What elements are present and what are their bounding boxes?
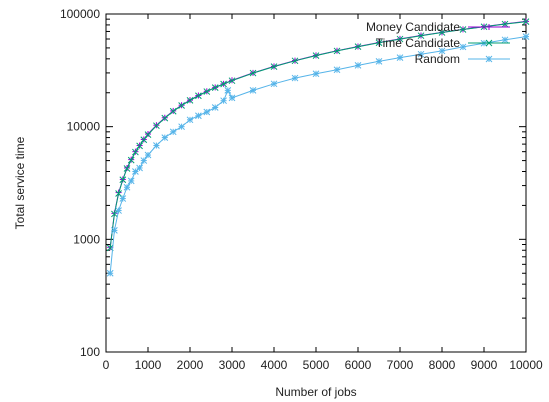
data-point [438,29,446,36]
data-point [522,33,530,40]
data-point [119,195,127,202]
legend-swatch-marker [485,55,493,63]
data-point [438,47,446,55]
data-point [195,112,202,120]
data-point [249,69,257,77]
data-point [522,18,530,26]
data-point [106,269,114,277]
data-point [153,142,160,149]
plot-frame [105,13,527,353]
data-point [111,210,118,218]
data-point [115,190,122,197]
data-point [417,32,425,40]
data-point [333,47,341,55]
data-point [501,36,509,44]
data-point [459,26,467,33]
x-tick-label: 0 [103,358,110,372]
data-point [123,183,131,191]
data-point [291,57,299,65]
data-point [115,207,122,214]
data-point [203,108,211,116]
legend-swatch-marker [486,24,492,30]
series-line [109,21,527,248]
x-tick-label: 7000 [387,358,414,372]
data-point [127,177,135,185]
data-point [178,123,185,131]
data-point [111,227,118,234]
data-point [144,151,152,159]
data-point [224,87,232,94]
data-point [333,66,341,74]
x-tick-label: 6000 [345,358,372,372]
data-point [291,74,299,82]
y-tick-label: 10000 [67,120,101,134]
series-time-candidate [106,18,530,252]
legend: Money Candidate Time Candidate Random [366,20,510,66]
data-point [354,62,362,69]
legend-swatch-marker [485,39,493,47]
data-point [195,92,202,100]
legend-label: Random [415,52,460,66]
data-point [186,97,194,104]
data-point [186,116,194,124]
data-point [144,131,152,138]
data-point [178,102,185,109]
data-point [270,63,278,70]
data-point [161,114,169,122]
data-point [169,128,177,136]
x-tick-label: 5000 [303,358,330,372]
data-point [161,134,169,141]
axes: 0 1000 2000 3000 4000 5000 6000 7000 8000 9000 100… [60,7,543,372]
y-tick-label: 100 [80,345,100,359]
data-point [136,142,143,150]
data-point [127,156,135,164]
data-point [312,52,320,59]
legend-label: Time Candidate [376,36,461,50]
data-point [228,77,236,85]
series-random [106,33,530,277]
data-point [153,122,160,130]
data-point [396,54,404,61]
y-tick-label: 1000 [73,232,100,246]
data-point [203,88,211,95]
x-axis-title: Number of jobs [275,385,356,399]
data-point [228,94,236,102]
data-point [312,70,320,78]
data-point [119,176,127,184]
data-point [220,97,227,105]
x-tick-label: 8000 [429,358,456,372]
x-tick-label: 1000 [135,358,162,372]
x-tick-label: 9000 [471,358,498,372]
data-point [501,20,509,28]
data-point [140,157,148,164]
data-point [169,107,177,115]
data-point [220,80,227,88]
x-tick-label: 3000 [219,358,246,372]
data-point [132,148,139,156]
data-point [375,57,383,65]
x-tick-label: 4000 [261,358,288,372]
data-point [396,35,404,43]
series-layer [106,18,530,277]
y-tick-label: 100000 [60,7,100,21]
y-axis-title: Total service time [13,136,27,229]
x-tick-label: 2000 [177,358,204,372]
data-point [136,164,143,172]
data-point [459,43,467,51]
data-point [249,87,257,94]
legend-label: Money Candidate [366,20,460,34]
data-point [270,80,278,88]
data-point [211,104,219,111]
data-point [354,43,362,51]
data-point [123,165,131,172]
data-point [375,39,383,47]
data-point [417,50,425,58]
data-point [140,136,148,144]
data-point [211,84,219,91]
x-tick-label: 10000 [509,358,543,372]
